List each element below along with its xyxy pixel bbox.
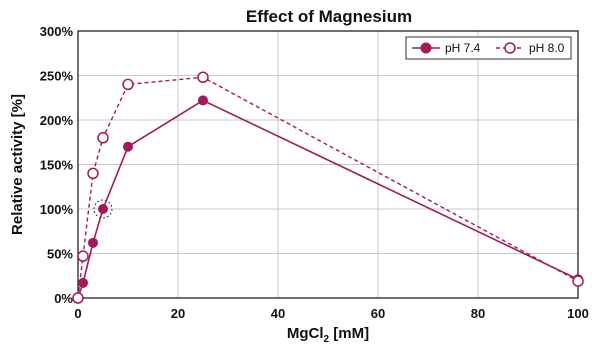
series-1-point bbox=[77, 250, 89, 262]
series-1-point bbox=[572, 275, 584, 287]
series-0-point bbox=[88, 237, 98, 248]
y-tick-label: 150% bbox=[40, 158, 74, 173]
legend: pH 7.4 pH 8.0 bbox=[405, 36, 572, 60]
x-tick-label: 20 bbox=[171, 306, 185, 321]
legend-label-1: pH 8.0 bbox=[529, 41, 565, 55]
y-tick-label: 200% bbox=[40, 113, 74, 128]
x-tick-label: 60 bbox=[371, 306, 385, 321]
x-axis: 0 20 40 60 80 100 bbox=[74, 306, 588, 321]
series-0-point bbox=[98, 204, 108, 214]
y-axis: 0% 50% 100% 150% 200% 250% 300% bbox=[40, 24, 74, 306]
y-tick-label: 0% bbox=[54, 291, 73, 306]
y-tick-label: 250% bbox=[40, 69, 74, 84]
annotation-layer bbox=[93, 199, 113, 219]
x-tick-label: 80 bbox=[471, 306, 485, 321]
legend-box bbox=[405, 36, 572, 60]
series-0-point bbox=[123, 141, 133, 152]
series-0-point bbox=[78, 277, 88, 288]
series-1-point bbox=[122, 78, 134, 91]
x-tick-label: 100 bbox=[567, 306, 589, 321]
x-axis-label: MgCl2 [mM] bbox=[287, 325, 369, 345]
legend-marker-0 bbox=[420, 42, 432, 54]
plot-frame bbox=[77, 30, 579, 299]
x-axis-label-main: MgCl bbox=[287, 325, 324, 342]
series-1-point bbox=[197, 71, 209, 84]
y-axis-label: Relative activity [%] bbox=[9, 94, 26, 235]
series-1-point bbox=[97, 132, 109, 144]
x-tick-label: 0 bbox=[74, 306, 81, 321]
x-tick-label: 40 bbox=[271, 306, 285, 321]
grid bbox=[78, 31, 578, 298]
y-tick-label: 50% bbox=[47, 247, 73, 262]
x-axis-label-subscript: 2 bbox=[324, 334, 330, 345]
x-axis-label-unit: [mM] bbox=[329, 325, 369, 342]
series-layer bbox=[72, 71, 584, 304]
series-1-point bbox=[87, 167, 99, 180]
y-tick-label: 300% bbox=[40, 24, 74, 39]
series-0-point bbox=[198, 95, 208, 106]
chart-title: Effect of Magnesium bbox=[246, 7, 412, 26]
series-line-1 bbox=[77, 76, 579, 299]
series-line-0 bbox=[77, 99, 579, 299]
legend-label-0: pH 7.4 bbox=[445, 41, 481, 55]
series-1-point bbox=[72, 292, 84, 304]
legend-marker-1 bbox=[504, 42, 516, 54]
y-tick-label: 100% bbox=[40, 202, 74, 217]
annotation-dotted-circle bbox=[93, 199, 113, 219]
